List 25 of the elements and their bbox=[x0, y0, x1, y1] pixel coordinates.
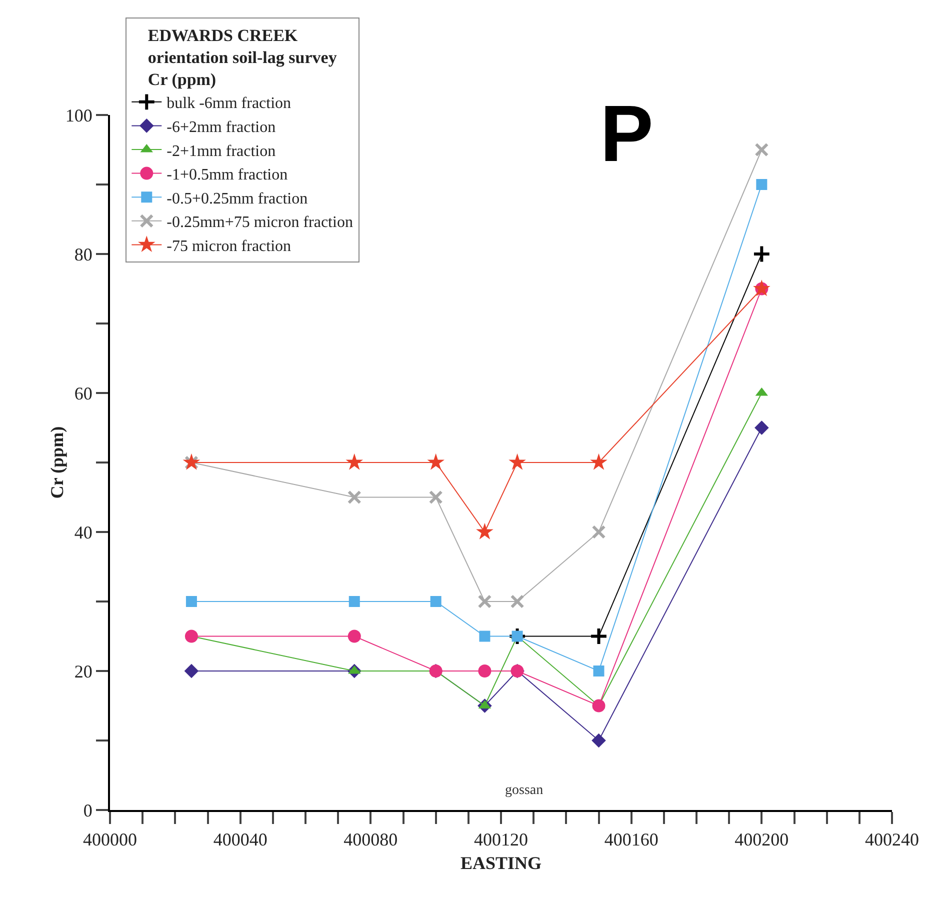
y-tick-label: 40 bbox=[74, 522, 92, 542]
legend-label: -0.5+0.25mm fraction bbox=[166, 190, 308, 208]
x-tick-label: 400240 bbox=[865, 830, 919, 850]
y-tick-label: 0 bbox=[83, 800, 92, 820]
y-axis-title: Cr (ppm) bbox=[47, 426, 67, 499]
y-tick-label: 100 bbox=[65, 105, 92, 126]
annotation: gossan bbox=[505, 783, 544, 798]
y-tick-label: 80 bbox=[74, 244, 92, 264]
x-axis-title: EASTING bbox=[460, 853, 542, 874]
y-tick-label: 60 bbox=[74, 383, 92, 404]
legend-title: EDWARDS CREEK orientation soil-lag survey Cr (ppm) bbox=[148, 26, 338, 89]
legend-label: -75 micron fraction bbox=[166, 238, 292, 255]
annotation: P bbox=[600, 89, 654, 178]
legend-label: -2+1mm fraction bbox=[166, 142, 276, 160]
legend-label: -1+0.5mm fraction bbox=[166, 166, 288, 184]
y-tick-label: 20 bbox=[74, 661, 92, 682]
x-tick-label: 400160 bbox=[604, 830, 658, 850]
x-tick-label: 400000 bbox=[83, 830, 137, 850]
legend-label: -6+2mm fraction bbox=[166, 118, 276, 136]
x-tick-label: 400120 bbox=[474, 830, 528, 850]
legend-label: -0.25mm+75 micron fraction bbox=[166, 214, 353, 232]
x-tick-label: 400200 bbox=[734, 830, 789, 850]
x-tick-label: 400080 bbox=[344, 830, 398, 850]
x-tick-label: 400040 bbox=[213, 830, 268, 850]
legend-label: bulk -6mm fraction bbox=[166, 95, 292, 112]
